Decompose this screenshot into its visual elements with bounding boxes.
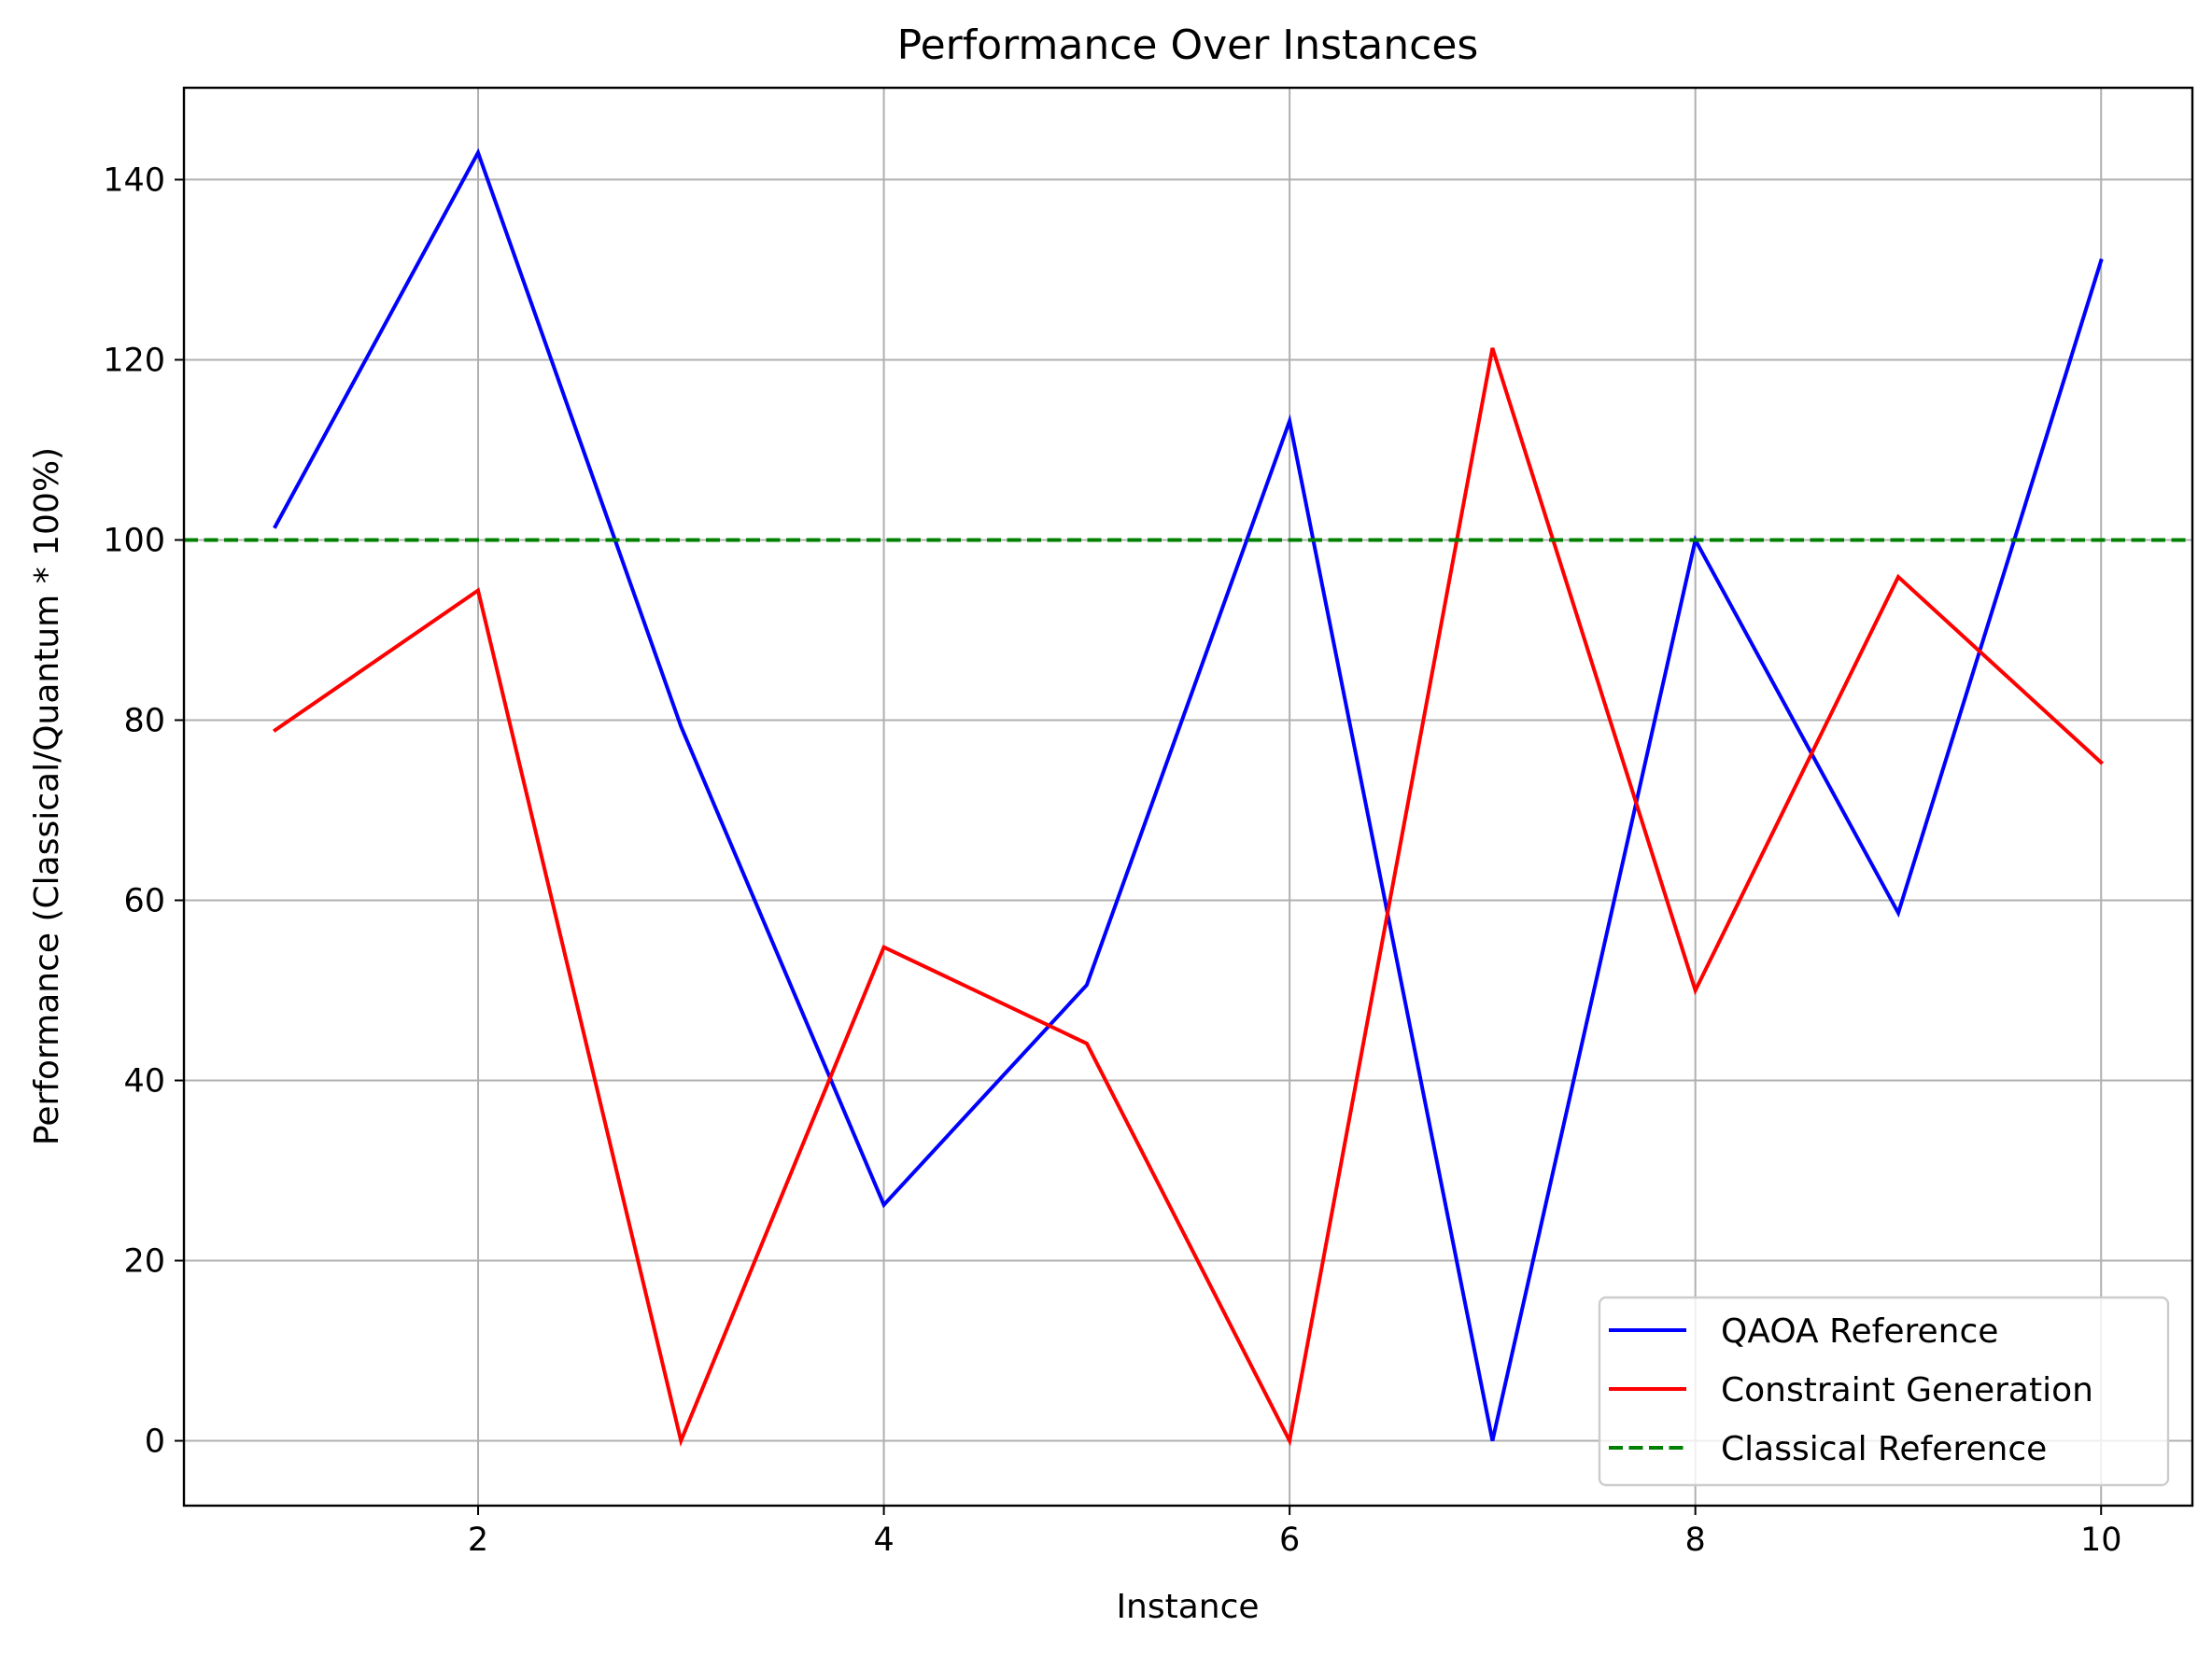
y-tick-label: 80: [123, 702, 165, 739]
y-tick-label: 60: [123, 882, 165, 919]
y-tick-label: 140: [103, 161, 165, 199]
y-tick-label: 20: [123, 1243, 165, 1281]
x-tick-label: 4: [873, 1522, 894, 1559]
x-axis-label: Instance: [1116, 1588, 1259, 1626]
y-tick-label: 0: [145, 1424, 165, 1461]
legend-label-constraint-generation: Constraint Generation: [1721, 1371, 2093, 1410]
y-tick-label: 120: [103, 342, 165, 379]
series-line-constraint-generation: [273, 347, 2105, 1447]
y-axis-label: Performance (Classical/Quantum * 100%): [28, 447, 66, 1145]
x-tick-label: 8: [1685, 1522, 1706, 1559]
x-tick-label: 10: [2080, 1522, 2122, 1559]
y-tick-label: 40: [123, 1062, 165, 1100]
chart-title: Performance Over Instances: [897, 21, 1479, 69]
y-tick-label: 100: [103, 522, 165, 559]
x-tick-label: 6: [1279, 1522, 1300, 1559]
legend-label-qaoa-reference: QAOA Reference: [1721, 1312, 1998, 1351]
legend-box: [1598, 1296, 2170, 1487]
plot-area-frame: [182, 86, 2194, 1508]
legend: QAOA Reference Constraint Generation Class…: [1598, 1296, 2170, 1487]
legend-label-classical-reference: Classical Reference: [1721, 1430, 2047, 1468]
series-lines: [184, 147, 2192, 1447]
x-tick-label: 2: [468, 1522, 488, 1559]
series-line-qaoa-reference: [273, 147, 2104, 1441]
